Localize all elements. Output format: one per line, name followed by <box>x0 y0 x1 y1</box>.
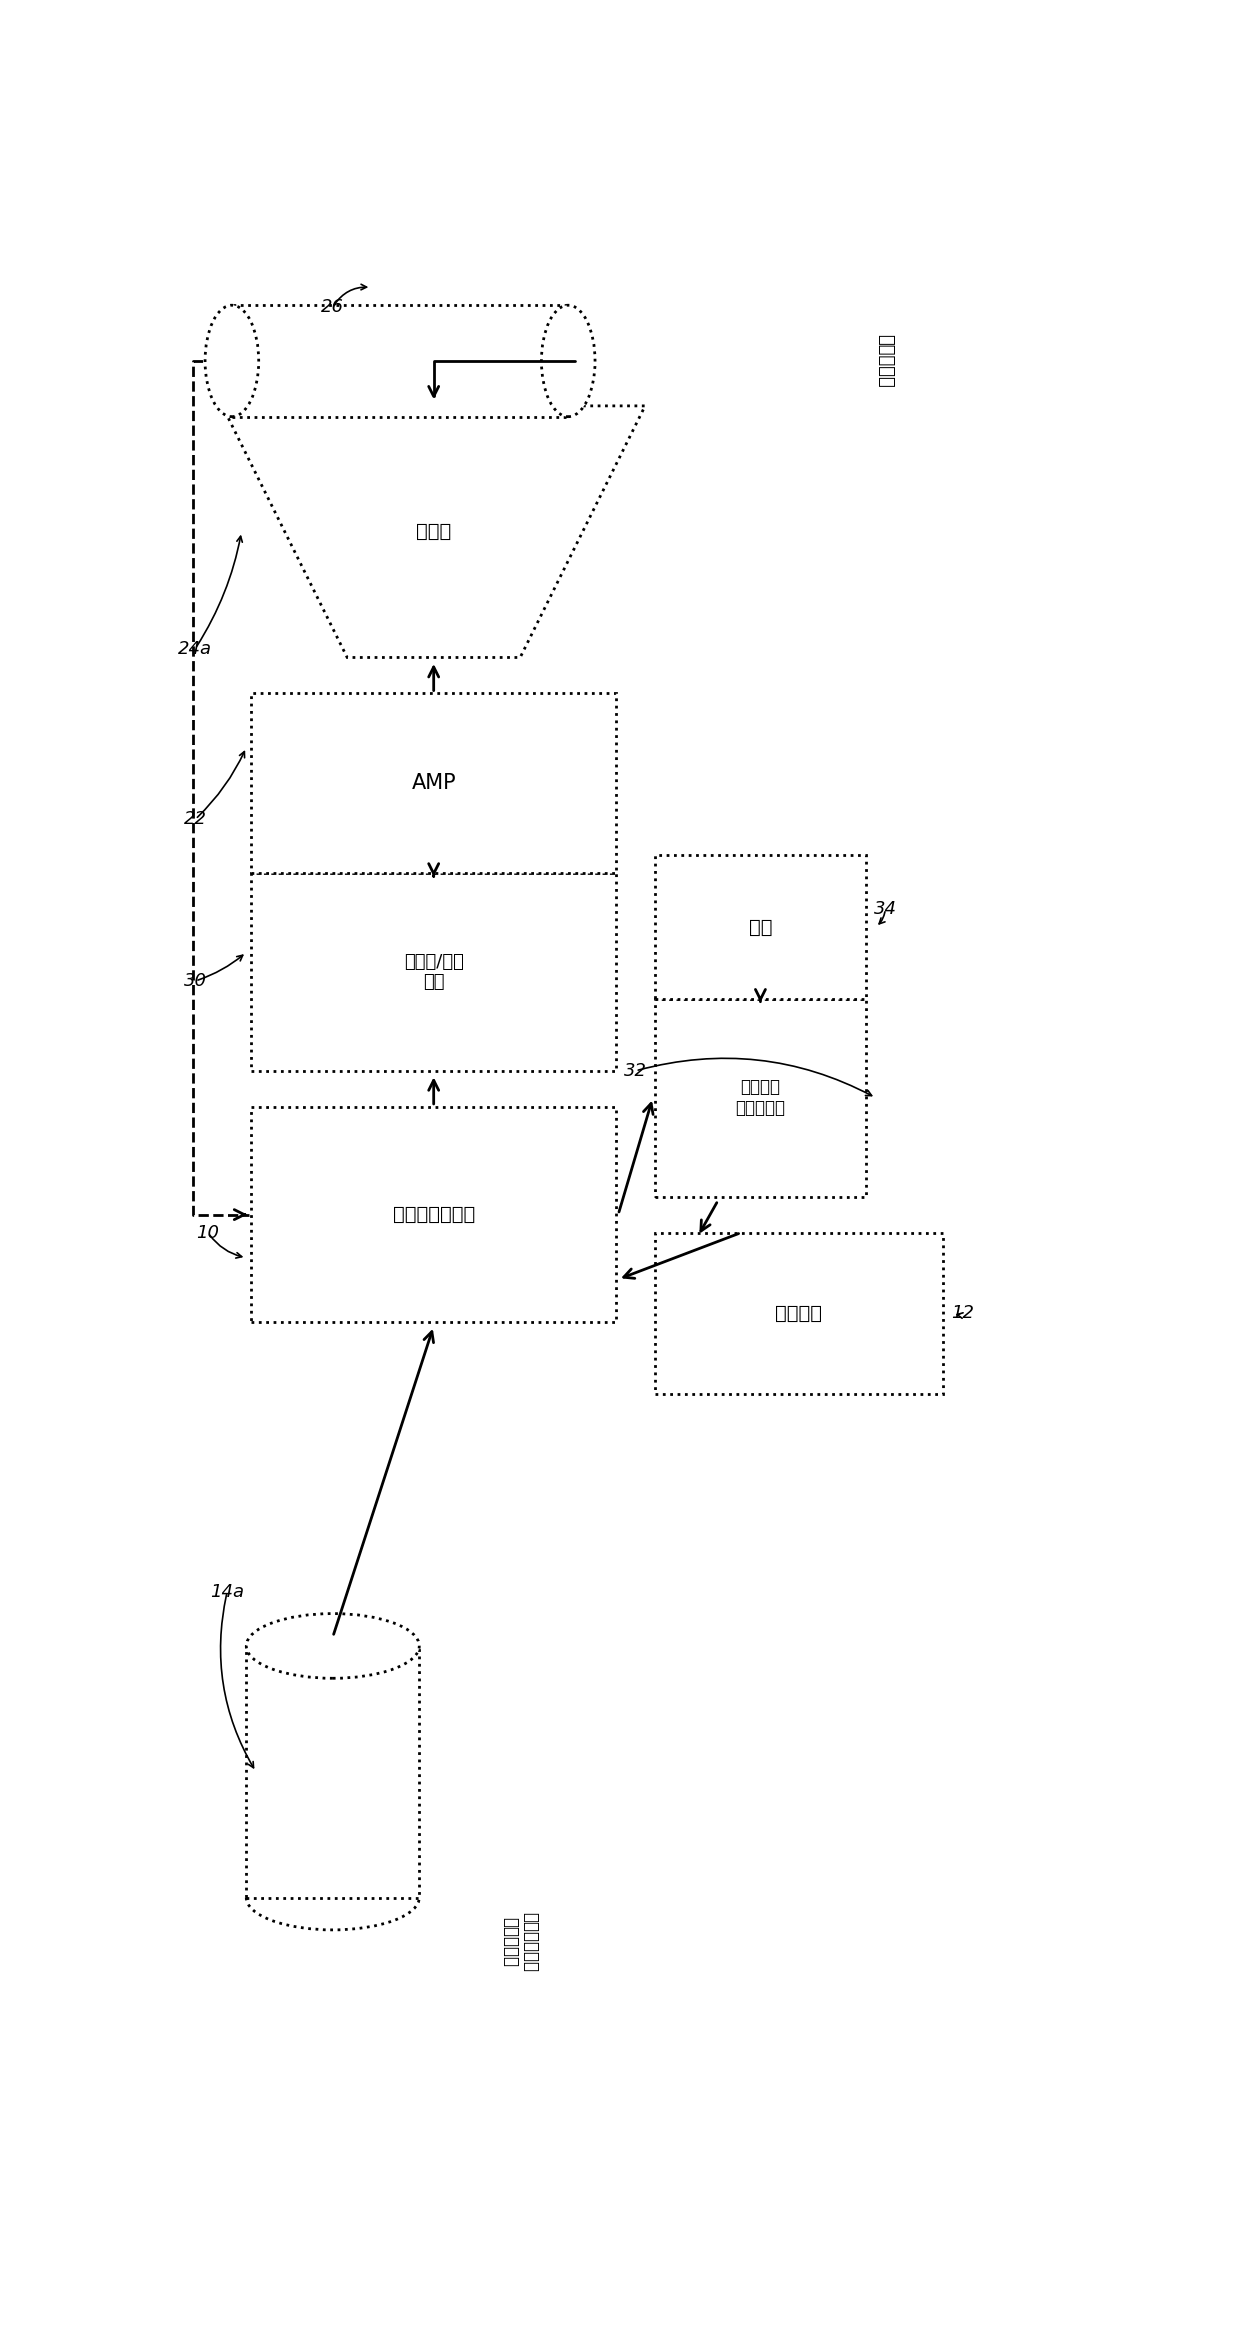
Text: 扬声器: 扬声器 <box>417 523 451 541</box>
Ellipse shape <box>205 306 259 418</box>
Bar <box>250 1106 616 1323</box>
Bar <box>655 1232 944 1393</box>
Text: 22: 22 <box>184 810 207 829</box>
Ellipse shape <box>247 1613 419 1678</box>
Text: 与音乐/对话
混合: 与音乐/对话 混合 <box>404 952 464 992</box>
Polygon shape <box>247 1645 419 1898</box>
Text: 30: 30 <box>184 971 207 990</box>
Text: 12: 12 <box>951 1305 973 1323</box>
Text: 应用预置: 应用预置 <box>775 1305 822 1323</box>
Polygon shape <box>222 406 645 658</box>
Text: 10: 10 <box>196 1223 219 1242</box>
Text: AMP: AMP <box>412 773 456 794</box>
Bar <box>250 693 616 873</box>
Text: 14a: 14a <box>210 1582 244 1601</box>
Text: 电话: 电话 <box>749 917 773 936</box>
Text: 24a: 24a <box>179 640 212 658</box>
Text: 34: 34 <box>874 901 897 917</box>
Text: 反馈麦克风: 反馈麦克风 <box>877 334 894 387</box>
Text: 与声馈送
麦克风混合: 与声馈送 麦克风混合 <box>735 1078 785 1118</box>
Bar <box>655 999 866 1197</box>
Text: 32: 32 <box>624 1062 647 1081</box>
Bar <box>250 873 616 1071</box>
Bar <box>655 854 866 999</box>
Text: 26: 26 <box>321 299 345 315</box>
Text: 耳机上的标准
噪声麦克风: 耳机上的标准 噪声麦克风 <box>501 1912 539 1972</box>
Ellipse shape <box>542 306 595 418</box>
Polygon shape <box>232 306 568 418</box>
Text: 消噪器设备处理: 消噪器设备处理 <box>393 1204 475 1223</box>
